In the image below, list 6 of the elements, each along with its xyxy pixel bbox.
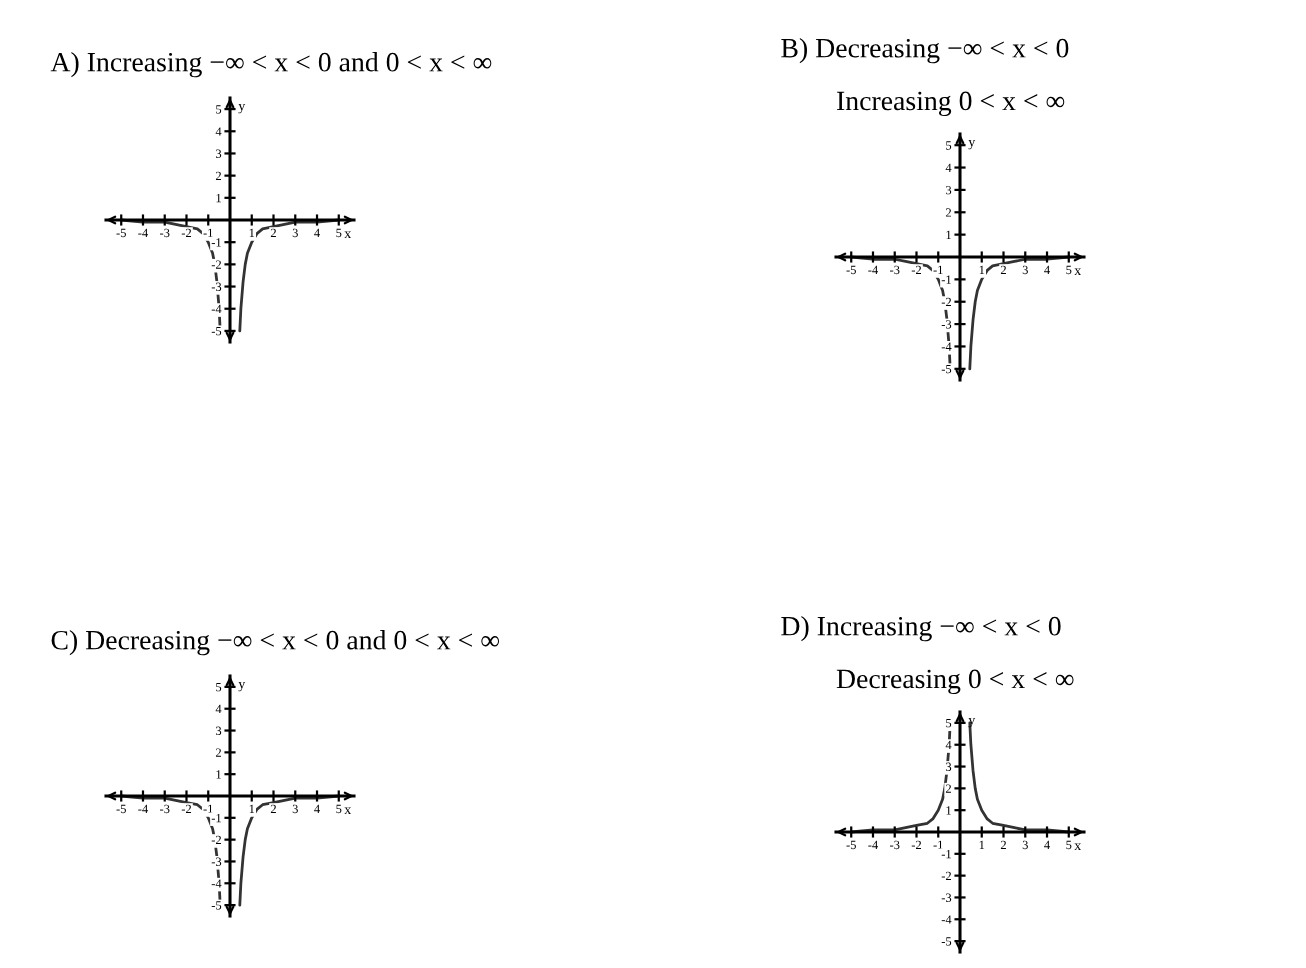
chart-title: A) Increasing −∞ < x < 0 and 0 < x < ∞ [50,52,492,78]
chart-title: D) Increasing −∞ < x < 0 [781,616,1061,642]
chart-title: C) Decreasing −∞ < x < 0 and 0 < x < ∞ [51,630,500,656]
chart-subtitle: Decreasing 0 < x < ∞ [836,669,1074,695]
chart-title: B) Decreasing −∞ < x < 0 [781,38,1069,64]
chart-subtitle: Increasing 0 < x < ∞ [837,91,1065,117]
